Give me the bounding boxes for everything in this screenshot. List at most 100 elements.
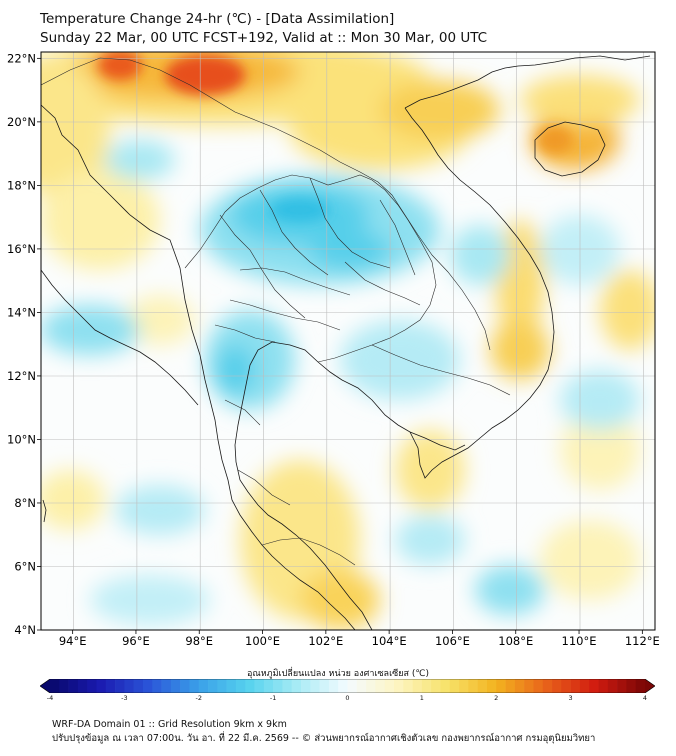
lon-tick-label: 100°E — [245, 634, 280, 648]
colorbar-cell — [77, 679, 88, 693]
colorbar-cell — [115, 679, 125, 693]
map-canvas: 94°E 96°E 98°E 100°E 102°E 104°E 106°E 108°E 110… — [7, 51, 660, 648]
colorbar-cell — [440, 679, 451, 693]
colorbar-cell — [263, 679, 274, 693]
coastlines — [41, 55, 651, 630]
colorbar-cell — [170, 679, 181, 693]
colorbar-tick-label: 0 — [345, 694, 350, 702]
colorbar-cell — [208, 679, 218, 693]
colorbar-min-extend — [40, 679, 50, 693]
colorbar-cell — [617, 679, 627, 693]
border-laos-vietnam — [299, 139, 491, 351]
lat-tick-label: 18°N — [7, 178, 36, 192]
colorbar-cell — [366, 679, 376, 693]
colorbar-cell — [245, 679, 255, 693]
colorbar-cells — [40, 679, 655, 693]
lat-tick-label: 16°N — [7, 242, 36, 256]
colorbar-cell — [375, 679, 385, 693]
colorbar-cell — [273, 679, 283, 693]
colorbar-cell — [403, 679, 413, 693]
colorbar-cell — [50, 679, 60, 693]
coast-andaman-islands — [42, 499, 47, 523]
colorbar-cell — [152, 679, 162, 693]
colorbar-cell — [189, 679, 200, 693]
colorbar-cell — [635, 679, 646, 693]
colorbar-tick-label: -3 — [121, 694, 128, 702]
border-malaysia — [261, 537, 356, 566]
colorbar-cell — [524, 679, 534, 693]
colorbar-cell — [607, 679, 618, 693]
coast-myanmar-coast — [41, 269, 199, 406]
colorbar-cell — [105, 679, 116, 693]
border-province-3 — [309, 177, 391, 269]
lon-tick-label: 102°E — [308, 634, 343, 648]
lon-tick-label: 108°E — [498, 634, 533, 648]
lat-tick-label: 8°N — [14, 496, 36, 510]
colorbar-cell — [579, 679, 590, 693]
colorbar-cell — [542, 679, 553, 693]
colorbar-cell — [431, 679, 441, 693]
colorbar-cell — [449, 679, 460, 693]
colorbar-tick-label: -1 — [269, 694, 277, 702]
lat-tick-label: 10°N — [7, 432, 36, 446]
colorbar-cell — [384, 679, 395, 693]
colorbar-tick-label: 3 — [568, 694, 573, 702]
colorbar-tick-label: 1 — [419, 694, 424, 702]
lat-tick-label: 14°N — [7, 305, 36, 319]
admin-borders — [41, 57, 511, 566]
temperature-field — [41, 52, 655, 630]
border-province-1 — [219, 214, 306, 319]
colorbar-cell — [626, 679, 637, 693]
lon-tick-label: 106°E — [435, 634, 470, 648]
colorbar-cell — [133, 679, 144, 693]
colorbar-cell — [496, 679, 506, 693]
border-province-2 — [259, 189, 329, 276]
map-frame — [40, 51, 656, 631]
longitude-axis: 94°E 96°E 98°E 100°E 102°E 104°E 106°E 108°E 110… — [59, 630, 660, 648]
colorbar-cell — [412, 679, 423, 693]
coast-vietnam-north — [404, 55, 651, 109]
colorbar — [40, 679, 655, 693]
colorbar-cell — [254, 679, 265, 693]
colorbar-cell — [291, 679, 302, 693]
colorbar-cell — [486, 679, 497, 693]
colorbar-ticks: -4 -3 -2 -1 0 1 2 3 4 — [0, 694, 676, 706]
colorbar-cell — [301, 679, 311, 693]
footer-line-1: WRF-DA Domain 01 :: Grid Resolution 9km … — [52, 719, 287, 730]
lon-tick-label: 96°E — [122, 634, 150, 648]
border-province-7 — [214, 324, 276, 343]
colorbar-cell — [561, 679, 571, 693]
colorbar-cell — [570, 679, 581, 693]
lat-tick-label: 4°N — [14, 623, 36, 637]
colorbar-cell — [217, 679, 227, 693]
colorbar-cell — [514, 679, 525, 693]
colorbar-cell — [533, 679, 544, 693]
colorbar-cell — [319, 679, 330, 693]
lat-tick-label: 20°N — [7, 115, 36, 129]
colorbar-tick-label: 4 — [642, 694, 648, 702]
colorbar-cell — [505, 679, 516, 693]
gridlines — [41, 52, 655, 631]
border-cambodia — [371, 344, 511, 396]
border-province-4 — [344, 261, 421, 306]
border-province-10 — [379, 199, 416, 276]
colorbar-cell — [347, 679, 358, 693]
lon-tick-label: 112°E — [625, 634, 660, 648]
colorbar-cell — [142, 679, 153, 693]
colorbar-cell — [235, 679, 246, 693]
colorbar-cell — [310, 679, 320, 693]
lat-tick-label: 6°N — [14, 559, 36, 573]
map-panel: 94°E 96°E 98°E 100°E 102°E 104°E 106°E 108°E 110… — [7, 51, 660, 648]
lat-tick-label: 12°N — [7, 369, 36, 383]
colorbar-max-extend — [645, 679, 655, 693]
colorbar-cell — [124, 679, 134, 693]
lon-tick-label: 104°E — [372, 634, 407, 648]
colorbar-cell — [589, 679, 599, 693]
footer-line-2: ปรับปรุงข้อมูล ณ เวลา 07:00น. วัน อา. ที… — [52, 733, 596, 744]
border-thailand — [184, 174, 437, 363]
colorbar-cell — [59, 679, 69, 693]
colorbar-cell — [477, 679, 488, 693]
border-province-5 — [239, 267, 351, 296]
colorbar-label: อุณหภูมิเปลี่ยนแปลง หน่วย องศาเซลเซียส (… — [246, 669, 430, 679]
lon-tick-label: 94°E — [59, 634, 87, 648]
